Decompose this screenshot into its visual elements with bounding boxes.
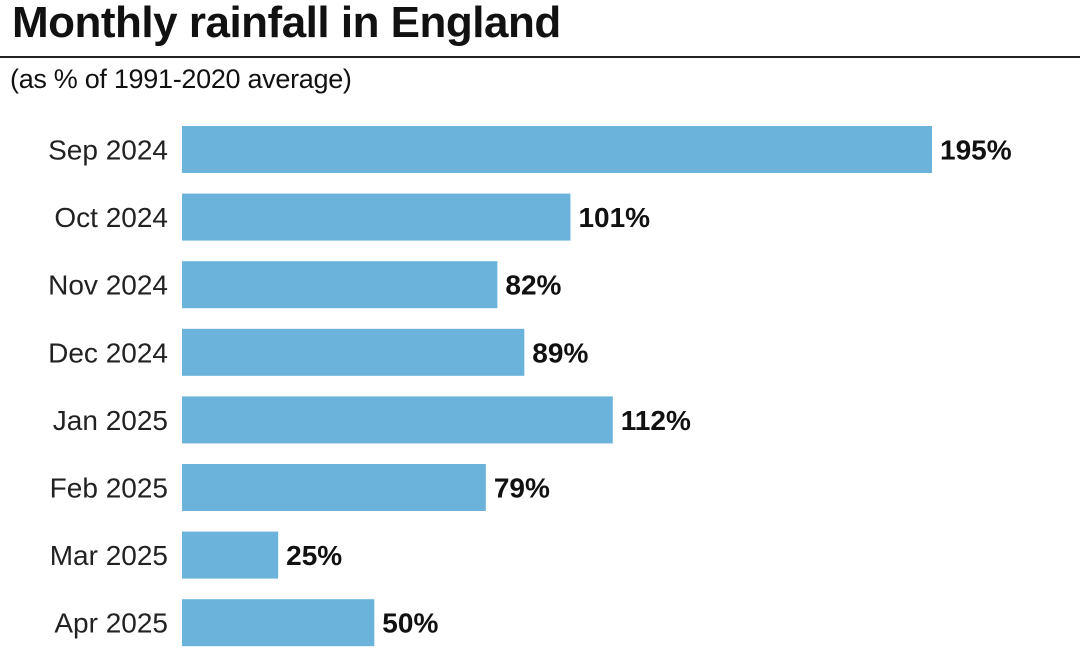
category-label: Mar 2025 xyxy=(50,540,168,571)
category-label: Oct 2024 xyxy=(54,202,168,233)
value-label: 50% xyxy=(382,608,438,639)
title-divider xyxy=(0,56,1080,58)
category-label: Dec 2024 xyxy=(48,337,168,368)
value-label: 112% xyxy=(621,405,691,436)
value-label: 25% xyxy=(286,540,342,571)
bar xyxy=(182,396,613,444)
category-label: Nov 2024 xyxy=(48,270,168,301)
value-label: 82% xyxy=(505,270,561,301)
bar xyxy=(182,193,571,241)
category-label: Apr 2025 xyxy=(54,608,168,639)
category-label: Sep 2024 xyxy=(48,135,168,166)
chart-subtitle: (as % of 1991-2020 average) xyxy=(10,64,352,94)
bar xyxy=(182,126,932,173)
bar xyxy=(182,464,486,511)
value-label: 195% xyxy=(940,135,1012,166)
chart-title: Monthly rainfall in England xyxy=(12,0,561,47)
value-label: 79% xyxy=(494,473,550,504)
value-label: 89% xyxy=(532,337,588,368)
category-label: Feb 2025 xyxy=(50,473,168,504)
value-label: 101% xyxy=(578,202,650,233)
category-label: Jan 2025 xyxy=(53,405,168,436)
bar xyxy=(182,261,498,309)
bar xyxy=(182,328,525,376)
bar xyxy=(182,531,279,579)
bar xyxy=(182,599,375,647)
